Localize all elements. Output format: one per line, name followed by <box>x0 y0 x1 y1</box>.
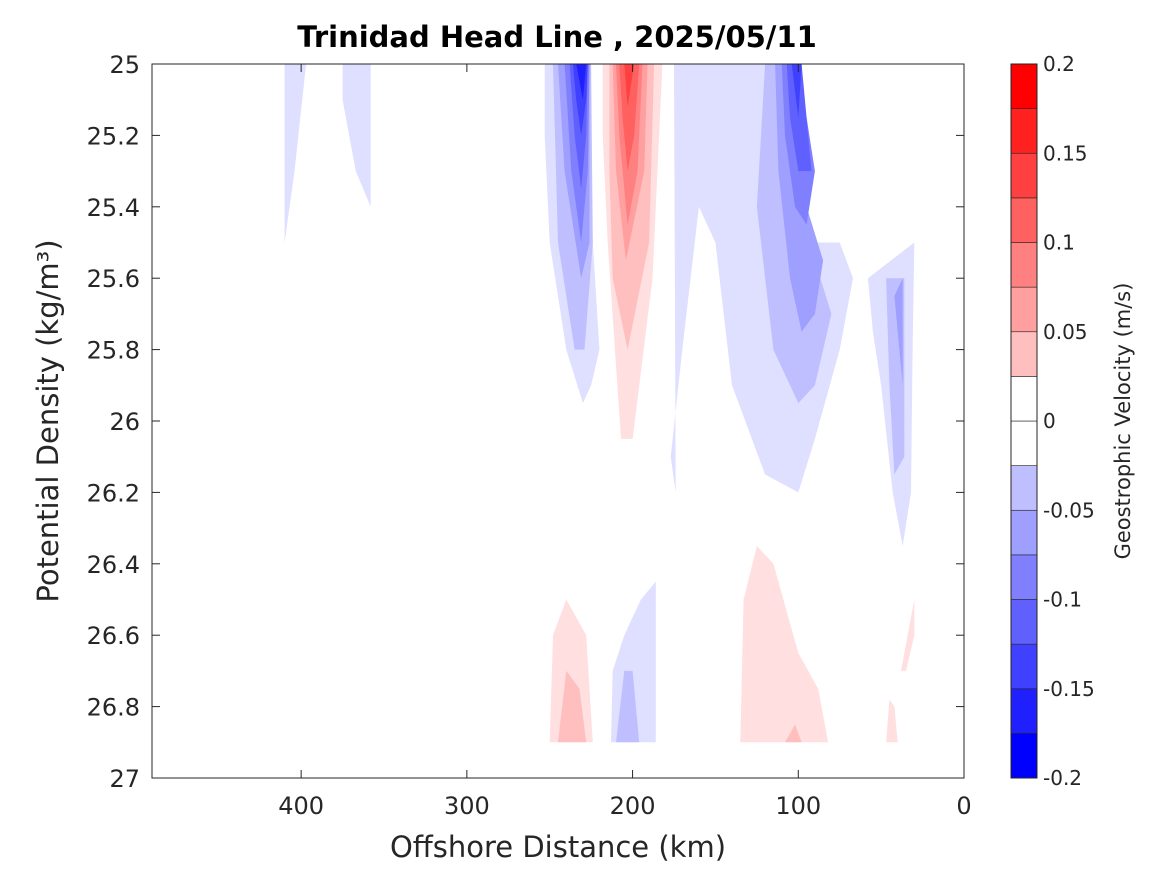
plot-area: 400 300 200 100 0 25 25.2 25.4 25.6 25.8 26 26.2 26… <box>87 51 972 820</box>
colorbar-block <box>1010 376 1038 422</box>
colorbar-block <box>1010 465 1038 511</box>
y-axis-title: Potential Density (kg/m³) <box>31 239 65 602</box>
y-tick-label: 25.4 <box>87 194 140 222</box>
chart-title: Trinidad Head Line , 2025/05/11 <box>297 20 817 54</box>
x-tick-label: 300 <box>444 792 490 820</box>
contour-region <box>284 64 307 243</box>
colorbar-block <box>1010 63 1038 109</box>
y-tick-label: 26.6 <box>87 622 140 650</box>
colorbar-block <box>1010 286 1038 333</box>
colorbar-block <box>1010 554 1038 600</box>
y-tick-label: 26.4 <box>87 551 140 579</box>
colorbar-block <box>1010 733 1038 779</box>
x-axis-title: Offshore Distance (km) <box>390 830 726 864</box>
y-tick-label: 26 <box>109 408 140 436</box>
colorbar-block <box>1010 599 1038 645</box>
x-axis-ticks: 400 300 200 100 0 <box>278 64 972 820</box>
contour-region <box>791 64 802 118</box>
contour-region <box>786 64 812 172</box>
colorbar: -0.2 -0.15 -0.1 -0.05 0 0.05 0.1 0.15 0.2 Geostr… <box>1010 52 1135 790</box>
colorbar-block <box>1010 242 1038 288</box>
y-tick-label: 26.8 <box>87 694 140 722</box>
colorbar-block <box>1010 688 1038 734</box>
x-tick-label: 0 <box>956 792 971 820</box>
y-tick-label: 26.2 <box>87 479 140 507</box>
colorbar-block <box>1010 420 1038 466</box>
colorbar-tick-label: 0 <box>1043 409 1056 433</box>
colorbar-tick-label: -0.2 <box>1043 766 1082 790</box>
colorbar-block <box>1010 108 1038 154</box>
colorbar-ticks: -0.2 -0.15 -0.1 -0.05 0 0.05 0.1 0.15 0.2 <box>1043 52 1095 790</box>
y-tick-label: 27 <box>109 765 140 793</box>
y-tick-label: 25.6 <box>87 265 140 293</box>
colorbar-tick-label: -0.05 <box>1043 498 1095 522</box>
colorbar-blocks <box>1010 63 1038 779</box>
colorbar-tick-label: -0.1 <box>1043 588 1082 612</box>
colorbar-block <box>1010 331 1038 377</box>
colorbar-block <box>1010 197 1038 243</box>
y-axis-ticks: 25 25.2 25.4 25.6 25.8 26 26.2 26.4 26.6 26.8 27 <box>87 51 964 793</box>
colorbar-frame <box>1010 63 1038 779</box>
colorbar-tick-label: -0.15 <box>1043 677 1095 701</box>
contour-region <box>576 64 587 100</box>
contour-region <box>549 599 593 743</box>
colorbar-block <box>1010 152 1038 199</box>
contour-layer <box>284 64 915 743</box>
x-tick-label: 100 <box>775 792 821 820</box>
colorbar-tick-label: 0.2 <box>1043 52 1075 76</box>
x-tick-label: 400 <box>278 792 324 820</box>
y-tick-label: 25.2 <box>87 122 140 150</box>
colorbar-block <box>1010 509 1038 556</box>
contour-region <box>894 278 903 386</box>
y-tick-label: 25.8 <box>87 337 140 365</box>
y-tick-label: 25 <box>109 51 140 79</box>
contour-region <box>785 724 802 743</box>
colorbar-title: Geostrophic Velocity (m/s) <box>1111 283 1135 560</box>
contour-region <box>740 546 829 743</box>
colorbar-tick-label: 0.15 <box>1043 141 1088 165</box>
contour-region <box>558 670 587 743</box>
contour-region <box>886 699 898 743</box>
contour-region <box>619 64 640 172</box>
contour-region <box>342 64 371 207</box>
colorbar-tick-label: 0.05 <box>1043 320 1088 344</box>
contour-region <box>901 599 915 671</box>
colorbar-block <box>1010 643 1038 690</box>
contour-region <box>616 670 640 743</box>
colorbar-tick-label: 0.1 <box>1043 231 1075 255</box>
x-tick-label: 200 <box>610 792 656 820</box>
contour-region <box>624 64 635 107</box>
